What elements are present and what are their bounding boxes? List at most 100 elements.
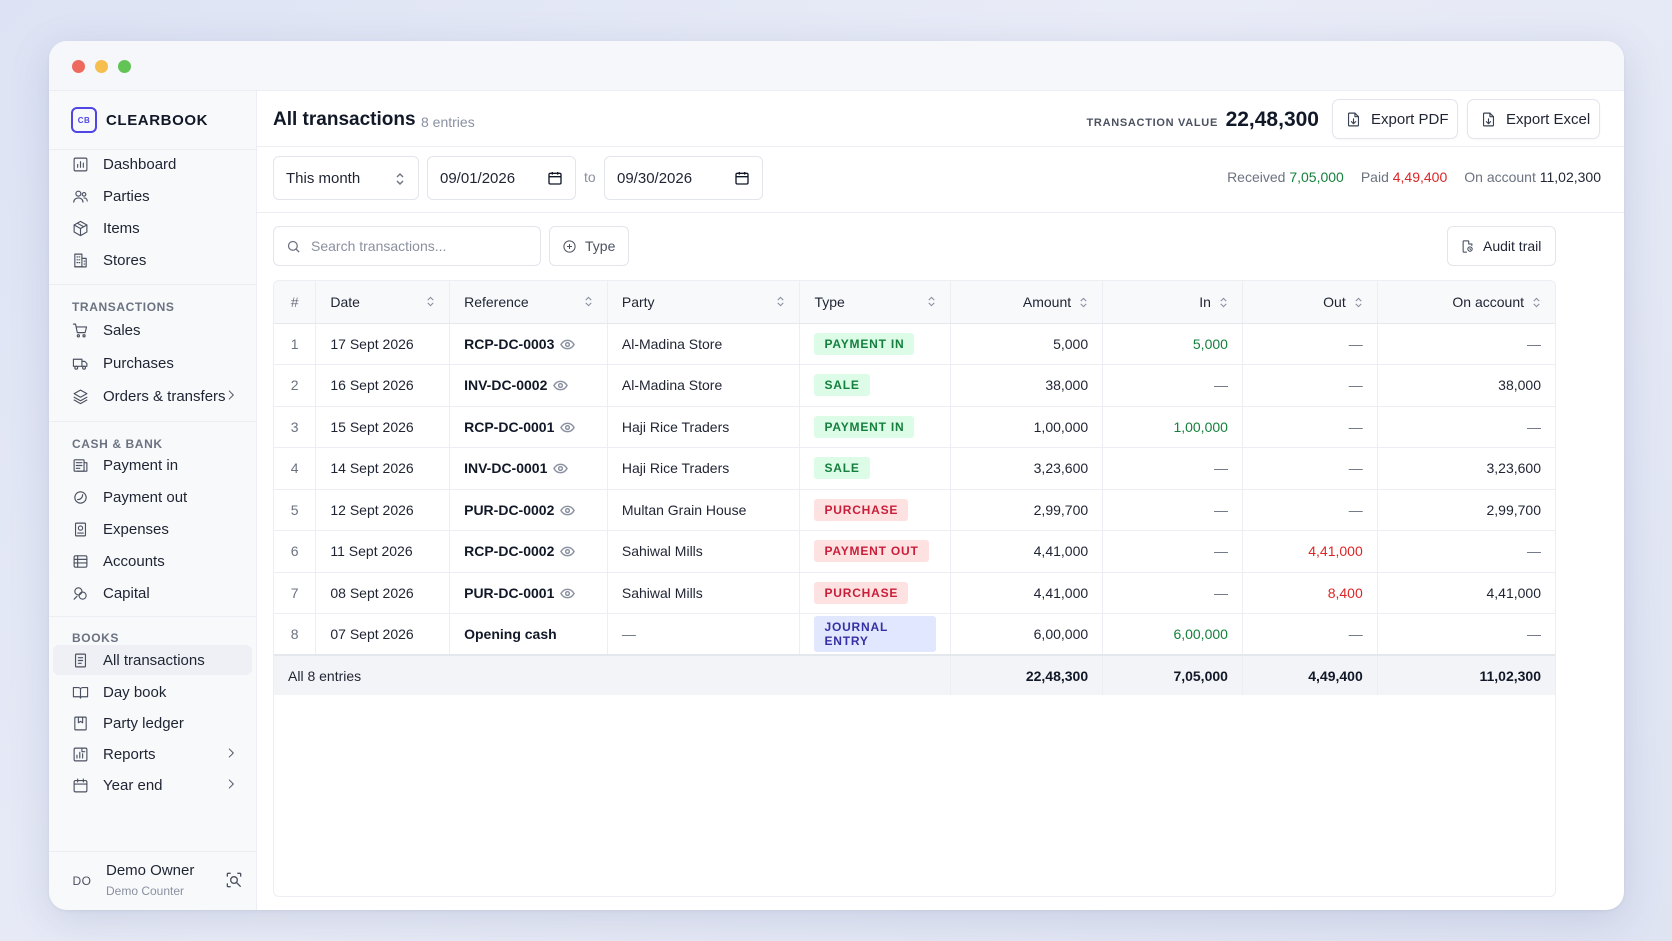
type-filter-button[interactable]: Type [549, 226, 629, 266]
calendar-icon [73, 778, 88, 792]
row-in: — [1102, 364, 1243, 407]
sidebar-item-dashboard[interactable]: Dashboard [53, 149, 252, 179]
date-range-separator: to [584, 169, 596, 185]
section-heading-books: BOOKS [72, 631, 120, 645]
page-title: All transactions [273, 109, 416, 130]
eye-icon[interactable] [560, 588, 576, 599]
eye-icon[interactable] [560, 505, 576, 516]
eye-icon[interactable] [560, 422, 576, 433]
row-party: Al-Madina Store [607, 323, 801, 365]
sidebar-item-year-end[interactable]: Year end [53, 770, 252, 800]
row-in: 5,000 [1102, 323, 1243, 365]
eye-icon[interactable] [553, 463, 569, 474]
search-box[interactable] [273, 226, 541, 266]
sidebar-item-label: Reports [103, 745, 156, 763]
sidebar-item-payment-in[interactable]: Payment in [53, 450, 252, 480]
table-footer-row: All 8 entries 22,48,300 7,05,000 4,49,40… [274, 654, 1555, 695]
maximize-window-button[interactable] [118, 60, 131, 73]
type-badge: PAYMENT IN [814, 332, 915, 355]
sidebar-item-day-book[interactable]: Day book [53, 677, 252, 707]
date-from-input[interactable]: 09/01/2026 [427, 156, 576, 200]
table-row[interactable]: 6 11 Sept 2026 RCP-DC-0002 Sahiwal Mills PAY… [274, 530, 1555, 573]
sidebar-item-accounts[interactable]: Accounts [53, 546, 252, 576]
table-row[interactable]: 1 17 Sept 2026 RCP-DC-0003 Al-Madina Store P… [274, 323, 1555, 365]
transaction-value: 22,48,300 [1225, 108, 1319, 131]
table-row[interactable]: 8 07 Sept 2026 Opening cash — JOURNAL ENTRY 6… [274, 613, 1555, 656]
row-index: 8 [274, 613, 317, 656]
sidebar-item-label: Purchases [103, 354, 174, 372]
row-reference[interactable]: PUR-DC-0002 [449, 489, 608, 531]
column-header-out[interactable]: Out [1242, 281, 1378, 324]
sidebar-item-party-ledger[interactable]: Party ledger [53, 708, 252, 738]
sidebar-item-expenses[interactable]: Expenses [53, 514, 252, 544]
date-to-value: 09/30/2026 [617, 169, 693, 187]
row-party: Al-Madina Store [607, 364, 801, 407]
column-header-in[interactable]: In [1102, 281, 1243, 324]
row-party: Sahiwal Mills [607, 530, 801, 573]
row-amount: 2,99,700 [950, 489, 1104, 531]
export-pdf-button[interactable]: Export PDF [1332, 99, 1458, 139]
totals-summary: Received 7,05,000 Paid 4,49,400 On accou… [1227, 169, 1601, 185]
eye-icon[interactable] [553, 380, 569, 391]
audit-trail-button[interactable]: Audit trail [1447, 226, 1556, 266]
sidebar-item-parties[interactable]: Parties [53, 181, 252, 211]
row-reference[interactable]: RCP-DC-0001 [449, 406, 608, 448]
export-excel-button[interactable]: Export Excel [1467, 99, 1600, 139]
row-party: Haji Rice Traders [607, 447, 801, 490]
sidebar-item-all-transactions[interactable]: All transactions [53, 645, 252, 675]
table-row[interactable]: 2 16 Sept 2026 INV-DC-0002 Al-Madina Store S… [274, 364, 1555, 407]
column-header-reference[interactable]: Reference [449, 281, 608, 324]
sidebar-item-label: Orders & transfers [103, 387, 226, 405]
row-reference[interactable]: INV-DC-0001 [449, 447, 608, 490]
row-type: PAYMENT IN [799, 323, 952, 365]
period-select[interactable]: This month [273, 156, 419, 200]
column-header-on-account[interactable]: On account [1377, 281, 1555, 324]
row-date: 12 Sept 2026 [315, 489, 451, 531]
row-reference[interactable]: RCP-DC-0003 [449, 323, 608, 365]
sort-icon [1220, 297, 1227, 308]
paid-amount: 4,49,400 [1392, 169, 1448, 185]
column-header-date[interactable]: Date [315, 281, 451, 324]
table-row[interactable]: 5 12 Sept 2026 PUR-DC-0002 Multan Grain Hou… [274, 489, 1555, 531]
table-row[interactable]: 7 08 Sept 2026 PUR-DC-0001 Sahiwal Mills PUR… [274, 572, 1555, 614]
sidebar-item-capital[interactable]: Capital [53, 578, 252, 608]
date-to-input[interactable]: 09/30/2026 [604, 156, 763, 200]
row-reference[interactable]: INV-DC-0002 [449, 364, 608, 407]
minimize-window-button[interactable] [95, 60, 108, 73]
row-reference[interactable]: Opening cash [449, 613, 608, 656]
chevron-right-icon [228, 748, 234, 758]
row-type: PAYMENT OUT [799, 530, 952, 573]
sidebar-item-payment-out[interactable]: Payment out [53, 482, 252, 512]
column-header-type[interactable]: Type [799, 281, 952, 324]
sidebar-item-items[interactable]: Items [53, 213, 252, 243]
file-export-icon [1347, 112, 1360, 126]
sidebar-item-reports[interactable]: Reports [53, 739, 252, 769]
row-reference[interactable]: PUR-DC-0001 [449, 572, 608, 614]
sidebar-item-label: Parties [103, 187, 150, 205]
column-header-party[interactable]: Party [607, 281, 801, 324]
receipt-icon [73, 458, 88, 472]
users-icon [73, 190, 88, 203]
brand[interactable]: CB CLEARBOOK [71, 107, 208, 133]
search-user-icon[interactable] [224, 870, 244, 890]
sidebar-item-purchases[interactable]: Purchases [53, 348, 252, 378]
row-index: 6 [274, 530, 317, 573]
row-amount: 3,23,600 [950, 447, 1104, 490]
close-window-button[interactable] [72, 60, 85, 73]
sidebar-item-sales[interactable]: Sales [53, 315, 252, 345]
user-profile[interactable]: DO Demo Owner Demo Counter [49, 852, 256, 910]
row-date: 17 Sept 2026 [315, 323, 451, 365]
column-header-amount[interactable]: Amount [950, 281, 1104, 324]
row-reference[interactable]: RCP-DC-0002 [449, 530, 608, 573]
table-row[interactable]: 3 15 Sept 2026 RCP-DC-0001 Haji Rice Trader… [274, 406, 1555, 448]
search-input[interactable] [311, 238, 521, 254]
table-row[interactable]: 4 14 Sept 2026 INV-DC-0001 Haji Rice Trader… [274, 447, 1555, 490]
export-excel-label: Export Excel [1506, 110, 1591, 128]
eye-icon[interactable] [560, 339, 576, 350]
sidebar-item-stores[interactable]: Stores [53, 245, 252, 275]
row-type: PURCHASE [799, 489, 952, 531]
received-amount: 7,05,000 [1289, 169, 1344, 185]
sidebar-item-orders-transfers[interactable]: Orders & transfers [53, 381, 252, 411]
eye-icon[interactable] [560, 546, 576, 557]
type-badge: JOURNAL ENTRY [814, 616, 937, 652]
